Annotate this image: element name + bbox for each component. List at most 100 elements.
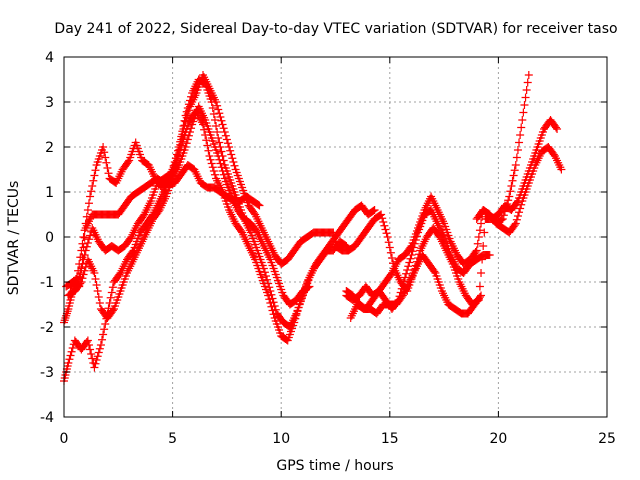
series-track-8 [342, 71, 533, 313]
data-point [255, 201, 264, 210]
data-point [480, 228, 489, 237]
x-tick-label: 5 [168, 431, 177, 447]
data-point [183, 110, 192, 118]
data-point [305, 282, 314, 291]
data-point [179, 125, 188, 133]
data-point [219, 124, 228, 133]
data-point [383, 233, 392, 241]
data-point [377, 210, 386, 219]
data-point [471, 248, 480, 256]
data-point [86, 231, 95, 240]
data-point [95, 299, 104, 307]
data-point [80, 226, 89, 235]
data-point [430, 267, 439, 276]
data-point [77, 246, 86, 255]
data-point [74, 266, 83, 275]
data-point [380, 221, 389, 230]
data-point [204, 146, 213, 155]
data-point [83, 239, 92, 247]
data-point [477, 269, 486, 277]
data-point [101, 320, 110, 328]
data-point [329, 228, 338, 237]
data-point [100, 325, 109, 334]
data-point [181, 143, 190, 151]
data-point [226, 146, 235, 155]
data-point [181, 117, 190, 126]
data-point [411, 261, 420, 270]
data-point [206, 155, 215, 164]
data-point [510, 166, 519, 175]
data-point [406, 254, 415, 263]
data-point [225, 143, 234, 151]
data-point [84, 341, 93, 349]
series-track-5 [66, 138, 264, 291]
data-point [185, 128, 194, 136]
data-point [557, 165, 566, 174]
data-point [406, 243, 415, 252]
data-point [94, 348, 103, 357]
data-point [88, 354, 97, 363]
data-point [91, 359, 100, 368]
data-point [223, 139, 232, 148]
y-axis-label: SDTVAR / TECUs [6, 181, 22, 296]
data-point [516, 204, 525, 213]
data-point [67, 347, 76, 356]
data-point [92, 281, 101, 289]
data-point [217, 163, 226, 172]
data-point [93, 287, 102, 295]
data-point [187, 124, 196, 133]
data-point [414, 254, 423, 262]
data-point [477, 219, 486, 228]
data-point [217, 116, 226, 125]
data-point [505, 192, 514, 201]
data-point [209, 110, 218, 118]
y-tick-label: 1 [45, 185, 54, 201]
data-point [523, 78, 532, 87]
data-point [208, 104, 217, 112]
data-point [86, 345, 95, 354]
data-point [553, 125, 562, 133]
x-axis-label: GPS time / hours [276, 458, 393, 474]
data-point [102, 158, 111, 167]
data-point [92, 356, 101, 364]
data-point [216, 113, 225, 121]
data-point [475, 282, 484, 291]
data-point [268, 294, 277, 303]
data-point [222, 135, 231, 144]
data-point [479, 242, 488, 250]
y-tick-label: 2 [45, 140, 54, 156]
data-point [517, 123, 526, 132]
data-point [304, 283, 313, 292]
data-point [515, 138, 524, 147]
data-point [79, 233, 88, 241]
data-point [512, 215, 521, 224]
data-point [99, 330, 108, 339]
data-point [212, 122, 221, 130]
data-point [384, 238, 393, 247]
data-point [106, 293, 115, 302]
data-point [219, 170, 228, 179]
data-point [215, 155, 224, 164]
data-point [524, 71, 533, 79]
data-point [81, 219, 90, 228]
data-point [178, 130, 187, 139]
data-point [183, 135, 192, 144]
data-point [269, 298, 278, 307]
data-point [88, 182, 97, 190]
data-point [474, 233, 483, 241]
data-point [214, 152, 223, 160]
data-point [412, 257, 421, 266]
data-point [81, 263, 90, 271]
data-point [228, 154, 237, 163]
data-point [65, 355, 74, 364]
data-point [511, 219, 520, 228]
y-tick-label: 4 [45, 50, 54, 66]
data-point [217, 147, 226, 156]
data-point [513, 146, 522, 154]
data-point [212, 98, 221, 106]
data-point [405, 258, 414, 267]
data-point [220, 128, 229, 136]
data-point [254, 200, 263, 209]
data-point [381, 225, 390, 234]
data-point [270, 302, 279, 310]
